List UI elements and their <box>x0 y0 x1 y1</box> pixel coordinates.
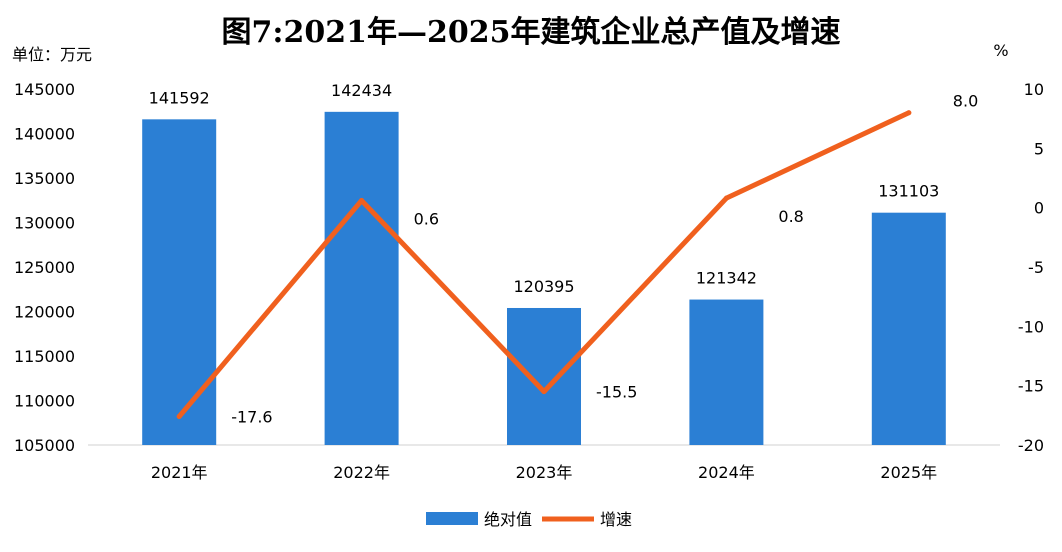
x-axis: 2021年 2022年 2023年 2024年 2025年 <box>151 463 937 482</box>
x-tick-label: 2024年 <box>698 463 755 482</box>
line-value-label: -17.6 <box>231 408 272 427</box>
line-value-label: 0.8 <box>778 207 803 226</box>
line-series <box>176 110 912 420</box>
x-tick-label: 2025年 <box>880 463 937 482</box>
chart-title: 图7:2021年—2025年建筑企业总产值及增速 <box>222 15 841 50</box>
right-tick-label: -15 <box>1018 377 1044 396</box>
legend: 绝对值 增速 <box>426 510 632 529</box>
x-tick-label: 2023年 <box>516 463 573 482</box>
bar-series <box>142 111 946 445</box>
legend-label-bar: 绝对值 <box>484 510 532 529</box>
bar <box>689 299 764 445</box>
right-tick-label: -20 <box>1018 436 1044 455</box>
bar-value-label: 121342 <box>696 269 757 288</box>
bar-data-labels: 141592 142434 120395 121342 131103 <box>149 81 940 296</box>
left-tick-label: 115000 <box>14 347 75 366</box>
growth-point <box>723 195 729 201</box>
bar-value-label: 120395 <box>513 277 574 296</box>
bar-value-label: 141592 <box>149 88 210 107</box>
right-unit-label: % <box>993 41 1008 60</box>
growth-point <box>906 110 912 116</box>
line-value-label: 0.6 <box>414 210 439 229</box>
right-tick-label: 5 <box>1034 139 1044 158</box>
left-tick-label: 105000 <box>14 436 75 455</box>
left-tick-label: 110000 <box>14 392 75 411</box>
growth-point <box>359 198 365 204</box>
left-tick-label: 125000 <box>14 258 75 277</box>
left-axis: 105000 110000 115000 120000 125000 130000 1350… <box>14 80 75 455</box>
bar-value-label: 142434 <box>331 81 392 100</box>
left-tick-label: 145000 <box>14 80 75 99</box>
line-value-label: -15.5 <box>596 383 637 402</box>
growth-point <box>176 414 182 420</box>
line-data-labels: -17.6 0.6 -15.5 0.8 8.0 <box>231 92 978 427</box>
right-tick-label: 0 <box>1034 199 1044 218</box>
right-axis: -20 -15 -10 -5 0 5 10 <box>1018 80 1044 455</box>
right-tick-label: -5 <box>1028 258 1044 277</box>
legend-label-line: 增速 <box>600 510 632 529</box>
left-tick-label: 140000 <box>14 125 75 144</box>
x-tick-label: 2022年 <box>333 463 390 482</box>
bar <box>871 212 946 445</box>
x-tick-label: 2021年 <box>151 463 208 482</box>
bar <box>507 307 581 445</box>
left-unit-label: 单位：万元 <box>12 45 92 64</box>
bar <box>142 119 217 445</box>
right-tick-label: -10 <box>1018 317 1044 336</box>
bar-value-label: 131103 <box>878 182 939 201</box>
legend-swatch-bar <box>426 512 478 525</box>
right-tick-label: 10 <box>1024 80 1044 99</box>
left-tick-label: 135000 <box>14 169 75 188</box>
line-value-label: 8.0 <box>953 92 978 111</box>
left-tick-label: 130000 <box>14 214 75 233</box>
left-tick-label: 120000 <box>14 303 75 322</box>
bar <box>324 111 399 445</box>
growth-point <box>541 389 547 395</box>
